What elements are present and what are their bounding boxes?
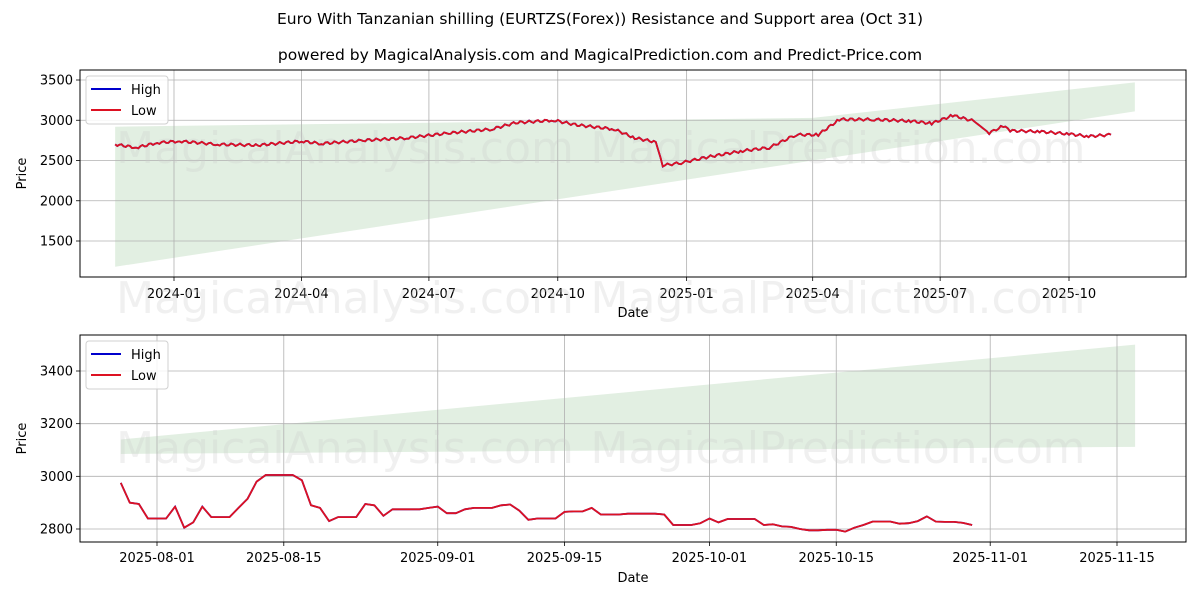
plot-frame (79, 69, 1187, 278)
watermark-left: MagicalAnalysis.com (116, 123, 574, 174)
watermark-left-lower: MagicalAnalysis.com (116, 273, 574, 324)
low-series-line (119, 474, 973, 533)
y-tick-label: 2800 (40, 523, 73, 538)
watermark-right-lower: MagicalPrediction.com (591, 273, 1086, 324)
y-axis-label: Price (15, 158, 30, 190)
watermark-left: MagicalAnalysis.com (116, 423, 574, 474)
chart-subtitle: powered by MagicalAnalysis.com and Magic… (277, 46, 923, 64)
legend-low-label: Low (131, 369, 157, 384)
x-tick-label: 2025-08-15 (246, 551, 322, 566)
x-tick-label: 2025-11-01 (952, 551, 1028, 566)
x-tick-label: 2025-09-01 (400, 551, 476, 566)
x-tick-label: 2025-11-15 (1079, 551, 1155, 566)
x-tick-label: 2025-09-15 (527, 551, 603, 566)
x-tick-label: 2024-04 (274, 287, 328, 302)
y-tick-label: 2500 (40, 154, 73, 169)
support-resistance-band (120, 344, 1136, 454)
x-tick-label: 2025-08-01 (119, 551, 195, 566)
x-tick-label: 2025-07 (913, 287, 967, 302)
x-tick-label: 2025-10-01 (672, 551, 748, 566)
y-tick-label: 1500 (40, 235, 73, 250)
y-axis-label: Price (15, 423, 30, 455)
x-axis-label: Date (617, 571, 648, 586)
watermark-right: MagicalPrediction.com (591, 423, 1086, 474)
legend-low-label: Low (131, 104, 157, 119)
y-tick-label: 3000 (40, 114, 73, 129)
legend: High Low (85, 340, 169, 390)
y-tick-label: 2000 (40, 194, 73, 209)
top-chart: 2024-01 2024-04 2024-07 2024-10 2025-01 2025-… (15, 69, 1187, 324)
plot-frame (79, 334, 1187, 543)
y-tick-label: 3500 (40, 74, 73, 89)
high-series-line (119, 474, 973, 533)
bottom-chart: 2025-08-01 2025-08-15 2025-09-01 2025-09-15… (15, 334, 1187, 586)
x-tick-label: 2025-04 (786, 287, 840, 302)
x-tick-label: 2025-01 (659, 287, 713, 302)
legend: High Low (85, 75, 169, 125)
low-series-line (114, 114, 1112, 168)
support-resistance-band (115, 82, 1135, 267)
x-tick-label: 2025-10-15 (798, 551, 874, 566)
legend-high-label: High (131, 83, 161, 98)
x-tick-label: 2024-01 (147, 287, 201, 302)
legend-high-label: High (131, 348, 161, 363)
y-tick-label: 3000 (40, 470, 73, 485)
chart-title: Euro With Tanzanian shilling (EURTZS(For… (276, 10, 924, 28)
x-tick-label: 2024-10 (531, 287, 585, 302)
x-tick-label: 2024-07 (402, 287, 456, 302)
x-axis-label: Date (617, 306, 648, 321)
y-tick-label: 3200 (40, 417, 73, 432)
y-tick-label: 3400 (40, 365, 73, 380)
x-tick-label: 2025-10 (1042, 287, 1096, 302)
